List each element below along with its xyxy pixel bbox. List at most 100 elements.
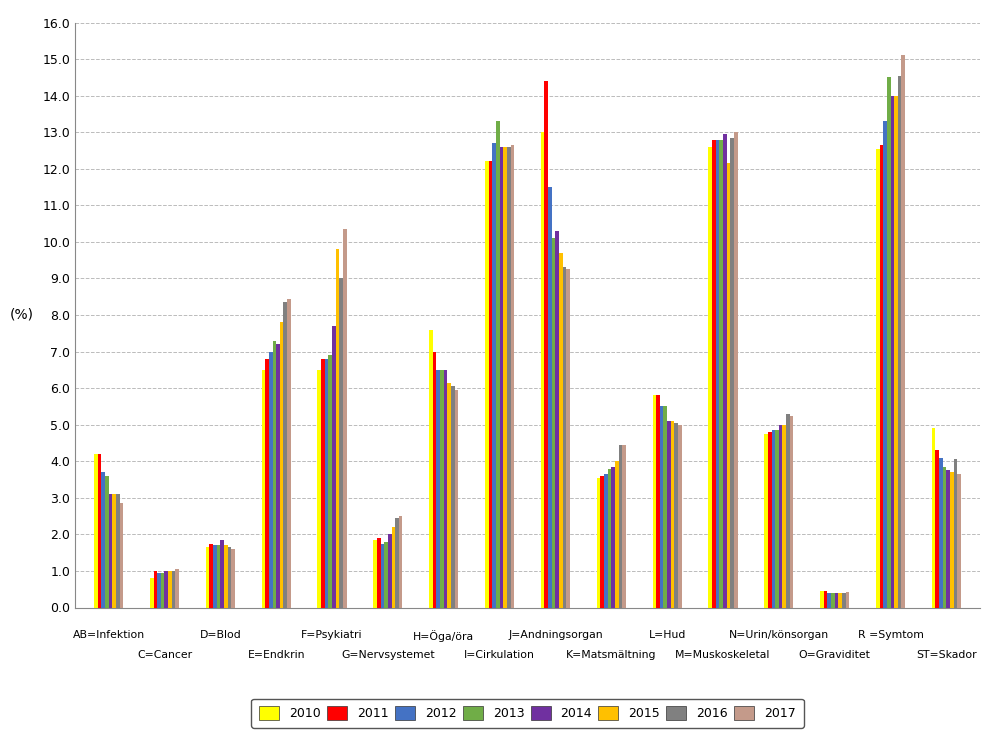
Text: ST=Skador: ST=Skador — [916, 650, 977, 659]
Text: AB=Infektion: AB=Infektion — [73, 630, 145, 640]
Text: L=Hud: L=Hud — [648, 630, 686, 640]
Bar — [175, 569, 179, 608]
Bar — [436, 370, 440, 608]
Bar — [619, 445, 622, 608]
Bar — [101, 472, 105, 608]
Bar — [548, 187, 552, 608]
Bar — [946, 470, 950, 608]
Bar — [168, 571, 172, 608]
Bar — [723, 134, 727, 608]
Bar — [932, 428, 935, 608]
Bar — [280, 322, 283, 608]
Bar — [150, 578, 154, 608]
Bar — [224, 545, 228, 608]
Bar — [496, 122, 500, 608]
Bar — [507, 147, 511, 608]
Bar — [336, 249, 339, 608]
Bar — [880, 145, 883, 608]
Bar — [489, 161, 492, 608]
Bar — [503, 147, 507, 608]
Bar — [339, 278, 343, 608]
Bar — [98, 454, 101, 608]
Bar — [842, 592, 846, 608]
Text: R =Symtom: R =Symtom — [858, 630, 923, 640]
Bar — [94, 454, 98, 608]
Bar — [939, 458, 943, 608]
Bar — [433, 352, 436, 608]
Bar — [566, 269, 570, 608]
Bar — [116, 494, 120, 608]
Bar — [206, 548, 209, 608]
Bar — [820, 591, 824, 608]
Bar — [824, 591, 827, 608]
Bar — [786, 414, 790, 608]
Bar — [317, 370, 321, 608]
Bar — [161, 573, 164, 608]
Bar — [950, 472, 954, 608]
Bar — [727, 164, 730, 608]
Bar — [555, 231, 559, 608]
Bar — [269, 352, 273, 608]
Text: O=Graviditet: O=Graviditet — [799, 650, 871, 659]
Bar — [209, 544, 213, 608]
Bar — [444, 370, 447, 608]
Bar — [887, 77, 891, 608]
Bar — [373, 540, 377, 608]
Text: F=Psykiatri: F=Psykiatri — [301, 630, 363, 640]
Bar — [712, 140, 716, 608]
Bar — [451, 386, 455, 608]
Bar — [901, 56, 905, 608]
Text: C=Cancer: C=Cancer — [137, 650, 192, 659]
Bar — [597, 478, 600, 608]
Bar — [157, 573, 161, 608]
Bar — [716, 140, 719, 608]
Bar — [663, 406, 667, 608]
Bar — [831, 592, 835, 608]
Bar — [674, 423, 678, 608]
Bar — [611, 466, 615, 608]
Bar — [217, 545, 220, 608]
Bar — [719, 140, 723, 608]
Text: M=Muskoskeletal: M=Muskoskeletal — [675, 650, 771, 659]
Bar — [455, 390, 458, 608]
Bar — [563, 268, 566, 608]
Bar — [511, 145, 514, 608]
Bar — [325, 359, 328, 608]
Bar — [276, 344, 280, 608]
Bar — [172, 571, 175, 608]
Bar — [164, 571, 168, 608]
Bar — [377, 538, 381, 608]
Bar — [615, 461, 619, 608]
Bar — [429, 330, 433, 608]
Text: D=Blod: D=Blod — [199, 630, 241, 640]
Bar — [846, 592, 849, 608]
Bar — [779, 424, 782, 608]
Bar — [894, 96, 898, 608]
Bar — [656, 395, 660, 608]
Bar — [552, 238, 555, 608]
Text: K=Matsmältning: K=Matsmältning — [566, 650, 657, 659]
Bar — [321, 359, 325, 608]
Bar — [734, 132, 738, 608]
Bar — [660, 406, 663, 608]
Bar — [957, 474, 961, 608]
Bar — [772, 430, 775, 608]
Bar — [891, 96, 894, 608]
Bar — [109, 494, 112, 608]
Bar — [500, 147, 503, 608]
Bar — [447, 382, 451, 608]
Bar — [112, 494, 116, 608]
Bar — [876, 148, 880, 608]
Text: H=Öga/öra: H=Öga/öra — [413, 630, 474, 642]
Bar — [485, 161, 489, 608]
Text: G=Nervsystemet: G=Nervsystemet — [341, 650, 435, 659]
Bar — [678, 424, 682, 608]
Bar — [265, 359, 269, 608]
Text: I=Cirkulation: I=Cirkulation — [464, 650, 535, 659]
Bar — [231, 549, 235, 608]
Bar — [775, 430, 779, 608]
Bar — [154, 571, 157, 608]
Bar — [395, 518, 399, 608]
Bar — [708, 147, 712, 608]
Text: E=Endkrin: E=Endkrin — [247, 650, 305, 659]
